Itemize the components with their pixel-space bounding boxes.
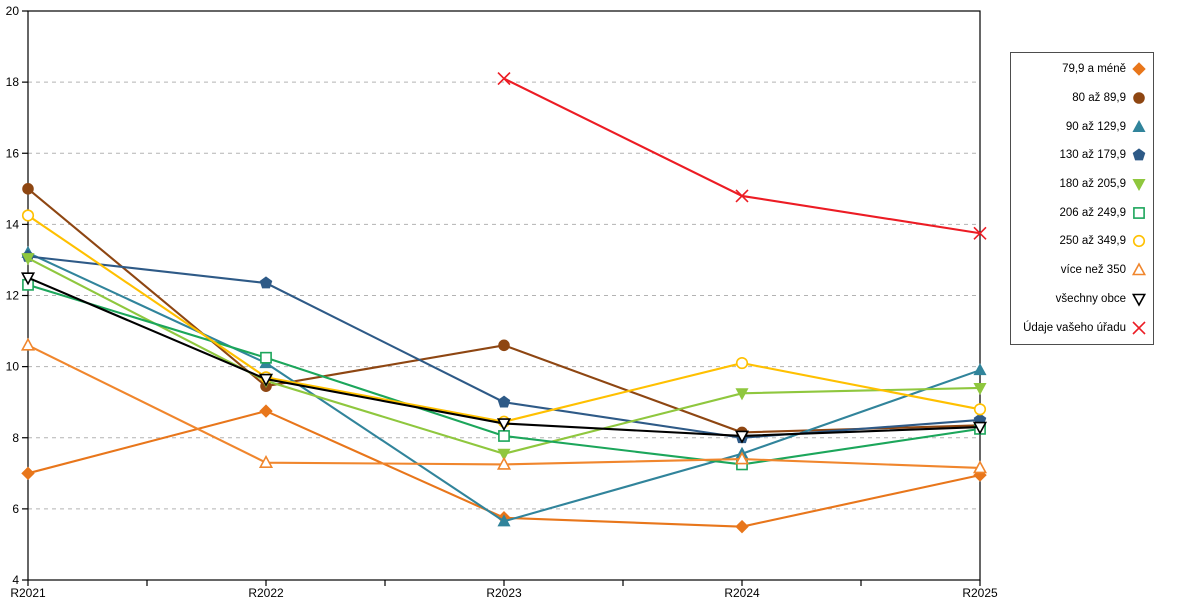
x-marker	[497, 72, 511, 86]
legend-item-8: všechny obce	[1013, 291, 1147, 307]
legend-label: 130 až 179,9	[1059, 149, 1126, 162]
triangle-down-marker	[258, 373, 274, 387]
legend-triangle-up-icon	[1131, 262, 1147, 276]
legend-label: Údaje vašeho úřadu	[1023, 321, 1126, 334]
triangle-down-marker	[20, 272, 36, 286]
triangle-down-marker	[735, 388, 749, 401]
legend-item-3: 130 až 179,9	[1013, 147, 1147, 163]
legend-triangle-down-icon	[1132, 179, 1146, 192]
square-marker	[1133, 206, 1145, 219]
circle-marker	[1132, 235, 1146, 248]
x-tick-label: R2024	[724, 586, 760, 600]
triangle-down-marker	[1132, 179, 1146, 192]
triangle-up-marker	[734, 451, 750, 465]
pentagon-marker	[259, 276, 273, 289]
legend-item-1: 80 až 89,9	[1013, 90, 1147, 106]
legend-label: všechny obce	[1055, 292, 1126, 305]
legend-triangle-down-icon	[1131, 293, 1147, 307]
x-tick-label: R2025	[962, 586, 998, 600]
triangle-up-marker	[1131, 262, 1147, 276]
x-tick-label: R2023	[486, 586, 522, 600]
x-marker	[973, 226, 987, 240]
legend-item-5: 206 až 249,9	[1013, 205, 1147, 221]
y-tick-label: 8	[12, 431, 19, 445]
chart-legend: 79,9 a méně 80 až 89,9 90 až 129,9 130 až 1…	[1010, 52, 1154, 345]
series-line-9	[503, 77, 981, 235]
y-tick-label: 10	[6, 360, 20, 374]
triangle-down-marker	[496, 418, 512, 432]
legend-label: 180 až 205,9	[1059, 178, 1126, 191]
legend-pentagon-icon	[1132, 148, 1146, 161]
y-tick-label: 4	[12, 573, 19, 587]
square-marker	[260, 351, 272, 364]
circle-marker	[735, 356, 749, 370]
triangle-down-marker	[734, 430, 750, 444]
circle-marker	[973, 403, 987, 416]
legend-label: 206 až 249,9	[1059, 206, 1126, 219]
triangle-down-marker	[497, 448, 511, 461]
legend-label: 79,9 a méně	[1062, 63, 1126, 76]
y-tick-label: 20	[6, 4, 20, 18]
y-tick-label: 18	[6, 75, 20, 89]
circle-marker	[1133, 92, 1145, 104]
triangle-up-marker	[497, 514, 511, 527]
y-tick-label: 12	[6, 289, 20, 303]
circle-marker	[498, 339, 510, 352]
legend-triangle-up-icon	[1132, 119, 1146, 132]
series-line-8	[27, 276, 981, 438]
legend-label: 80 až 89,9	[1072, 92, 1126, 105]
pentagon-marker	[497, 395, 511, 408]
triangle-up-marker	[973, 363, 987, 376]
triangle-up-marker	[20, 337, 36, 351]
triangle-up-marker	[1132, 119, 1146, 132]
y-tick-label: 16	[6, 146, 20, 160]
pentagon-marker	[1132, 148, 1146, 161]
legend-label: 250 až 349,9	[1059, 235, 1126, 248]
legend-item-6: 250 až 349,9	[1013, 233, 1147, 249]
legend-item-0: 79,9 a méně	[1013, 61, 1147, 77]
diamond-marker	[1132, 62, 1146, 77]
triangle-down-marker	[973, 382, 987, 396]
diamond-marker	[21, 466, 35, 481]
x-tick-label: R2021	[10, 586, 46, 600]
diamond-marker	[735, 519, 749, 534]
x-tick-label: R2022	[248, 586, 284, 600]
legend-diamond-icon	[1132, 62, 1146, 77]
legend-item-7: více než 350	[1013, 262, 1147, 278]
y-tick-label: 6	[12, 502, 19, 516]
x-marker	[1132, 320, 1146, 335]
legend-item-9: Údaje vašeho úřadu	[1013, 320, 1147, 336]
legend-label: více než 350	[1060, 264, 1126, 277]
diamond-marker	[259, 404, 273, 418]
triangle-down-marker	[1131, 293, 1147, 307]
triangle-up-marker	[972, 460, 988, 474]
legend-x-icon	[1132, 320, 1146, 335]
circle-marker	[21, 209, 35, 222]
legend-circle-icon	[1133, 92, 1145, 104]
square-marker	[498, 430, 510, 442]
legend-square-icon	[1133, 206, 1145, 219]
triangle-up-marker	[496, 456, 512, 470]
legend-label: 90 až 129,9	[1065, 120, 1126, 133]
legend-circle-icon	[1132, 235, 1146, 248]
triangle-up-marker	[258, 454, 274, 468]
series-line-2	[27, 251, 981, 523]
circle-marker	[22, 183, 34, 195]
legend-item-2: 90 až 129,9	[1013, 119, 1147, 135]
triangle-down-marker	[972, 421, 988, 435]
x-marker	[735, 189, 749, 203]
y-tick-label: 14	[6, 217, 20, 231]
triangle-down-marker	[21, 253, 35, 266]
legend-item-4: 180 až 205,9	[1013, 176, 1147, 192]
